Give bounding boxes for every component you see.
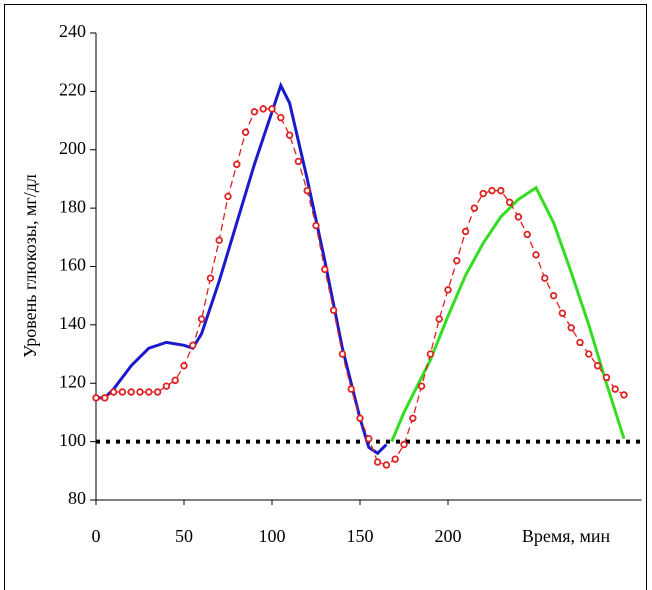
series-line: [96, 108, 625, 466]
marker: [576, 338, 584, 347]
marker: [153, 388, 162, 396]
marker: [118, 388, 127, 396]
x-tick-label: 200: [435, 526, 462, 546]
marker: [541, 274, 549, 282]
marker: [356, 414, 364, 422]
x-tick-label: 150: [347, 526, 374, 546]
marker: [189, 341, 197, 350]
y-tick-label: 80: [68, 488, 86, 508]
y-tick-label: 200: [59, 138, 86, 158]
x-tick-label: 100: [259, 526, 286, 546]
marker: [523, 230, 531, 239]
marker: [233, 160, 241, 169]
y-tick-label: 120: [59, 371, 86, 391]
marker: [259, 105, 267, 113]
series-line: [390, 185, 626, 443]
marker: [409, 414, 417, 422]
marker: [479, 189, 487, 198]
marker: [488, 186, 496, 195]
marker: [109, 388, 118, 396]
marker: [321, 265, 329, 274]
marker: [197, 315, 206, 323]
x-tick-label: 50: [175, 526, 193, 546]
marker: [127, 388, 135, 396]
marker: [312, 221, 320, 230]
marker: [136, 388, 144, 396]
marker: [215, 236, 223, 244]
marker: [593, 362, 602, 370]
marker: [92, 394, 100, 402]
y-tick-label: 140: [59, 313, 86, 333]
marker: [171, 376, 179, 385]
y-tick-label: 220: [59, 80, 86, 100]
marker: [514, 213, 523, 221]
marker: [101, 394, 109, 402]
marker: [250, 108, 259, 116]
marker: [241, 128, 250, 136]
marker: [558, 309, 567, 317]
marker: [620, 391, 628, 399]
series-line: [96, 81, 388, 456]
marker: [373, 458, 382, 466]
marker: [365, 435, 373, 443]
marker: [497, 186, 505, 195]
frame: [4, 4, 647, 590]
marker: [268, 105, 276, 113]
marker: [391, 455, 399, 463]
marker: [224, 192, 232, 201]
marker: [611, 385, 619, 393]
marker: [461, 227, 470, 236]
y-tick-label: 160: [59, 255, 86, 275]
marker: [549, 291, 558, 300]
marker: [532, 251, 540, 259]
y-tick-label: 180: [59, 196, 86, 216]
x-axis-label: Время, мин: [522, 526, 611, 546]
marker: [567, 324, 575, 332]
marker: [444, 286, 452, 294]
x-tick-label: 0: [92, 526, 101, 546]
marker: [347, 385, 355, 393]
marker: [180, 362, 188, 370]
y-tick-label: 100: [59, 430, 86, 450]
marker: [338, 350, 347, 358]
marker: [303, 186, 311, 195]
marker: [505, 198, 514, 206]
marker: [426, 350, 435, 358]
marker: [585, 350, 593, 358]
marker: [602, 373, 611, 382]
marker: [162, 382, 171, 390]
marker: [285, 131, 294, 139]
marker: [453, 256, 461, 265]
y-tick-label: 240: [59, 21, 86, 41]
marker: [470, 204, 479, 212]
marker: [277, 113, 285, 122]
marker: [206, 274, 215, 282]
marker: [435, 315, 443, 323]
y-axis-label: Уровень глюкозы, мг/дл: [20, 174, 40, 358]
marker: [329, 306, 338, 314]
marker: [382, 461, 391, 469]
marker: [400, 440, 408, 449]
marker: [145, 388, 153, 396]
marker: [417, 382, 426, 390]
marker: [294, 157, 303, 166]
